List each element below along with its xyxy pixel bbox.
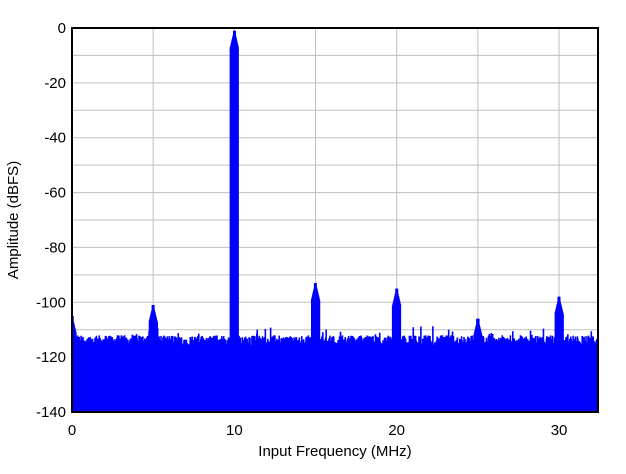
y-tick-label: -100 <box>36 294 66 311</box>
tick-labels: 0 10 20 30 0 -20 -40 -60 -80 -100 -120 -140 <box>36 20 567 439</box>
x-tick-label: 10 <box>226 422 243 439</box>
spectrum-trace <box>71 30 599 412</box>
y-axis-label: Amplitude (dBFS) <box>5 161 22 279</box>
x-tick-label: 30 <box>551 422 568 439</box>
x-tick-label: 0 <box>68 422 76 439</box>
y-tick-label: -40 <box>44 130 66 147</box>
plot-frame <box>71 27 599 413</box>
grid <box>72 28 598 412</box>
x-axis-label: Input Frequency (MHz) <box>258 443 411 460</box>
y-tick-label: -80 <box>44 239 66 256</box>
y-tick-label: -60 <box>44 185 66 202</box>
x-tick-label: 20 <box>388 422 405 439</box>
spectrum-trace-group <box>71 30 599 412</box>
y-tick-label: -140 <box>36 404 66 421</box>
y-tick-label: 0 <box>58 20 66 37</box>
y-tick-label: -120 <box>36 349 66 366</box>
y-tick-label: -20 <box>44 75 66 92</box>
